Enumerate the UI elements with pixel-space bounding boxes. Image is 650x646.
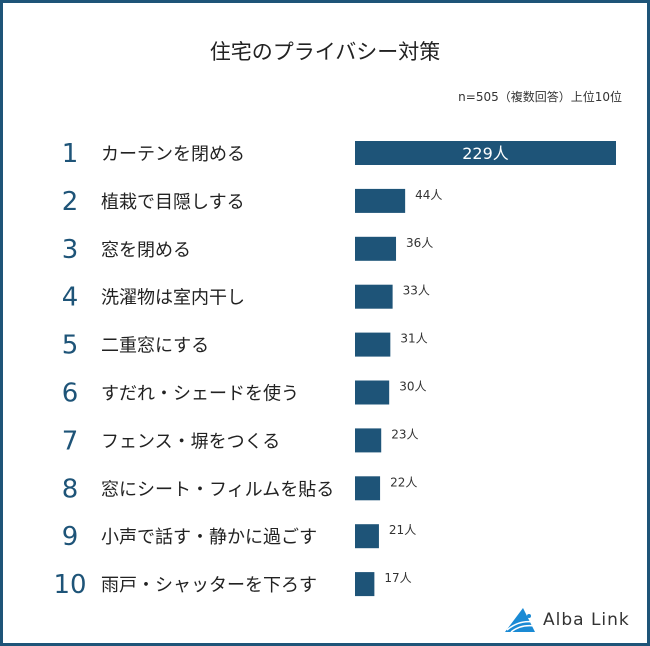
category-label: 洗濯物は室内干し	[101, 288, 245, 309]
value-label: 30人	[399, 380, 426, 394]
value-label: 31人	[400, 332, 427, 346]
rank-label: 2	[62, 187, 79, 217]
category-label: カーテンを閉める	[101, 144, 245, 165]
bar	[355, 428, 382, 453]
value-label: 229人	[462, 144, 509, 163]
rank-label: 3	[62, 235, 79, 265]
category-label: 雨戸・シャッターを下ろす	[101, 575, 317, 596]
value-label: 33人	[403, 284, 430, 298]
chart-title: 住宅のプライバシー対策	[209, 40, 441, 64]
category-label: 小声で話す・静かに過ごす	[101, 527, 317, 548]
value-label: 36人	[406, 236, 433, 250]
logo-text: Alba Link	[543, 610, 630, 630]
rank-label: 9	[62, 522, 79, 552]
value-label: 21人	[389, 523, 416, 537]
category-label: 窓にシート・フィルムを貼る	[101, 479, 334, 500]
rank-label: 8	[62, 474, 79, 504]
category-label: 植栽で目隠しする	[101, 192, 245, 213]
rank-label: 1	[62, 139, 79, 169]
alba-link-logo: Alba Link	[503, 606, 630, 634]
bar	[355, 284, 393, 309]
rank-label: 4	[62, 283, 79, 313]
bar	[355, 188, 406, 213]
category-label: すだれ・シェードを使う	[101, 384, 299, 405]
value-label: 17人	[384, 571, 411, 585]
value-label: 23人	[391, 427, 418, 441]
bar	[355, 141, 616, 165]
category-label: 二重窓にする	[101, 336, 209, 357]
category-label: 窓を閉める	[101, 240, 191, 261]
rank-label: 5	[62, 331, 79, 361]
bar	[355, 476, 381, 501]
value-label: 44人	[415, 188, 442, 202]
logo-mountain-icon	[505, 608, 536, 633]
category-label: フェンス・塀をつくる	[101, 431, 280, 452]
bar	[355, 572, 375, 597]
rank-label: 7	[62, 426, 79, 456]
rank-label: 10	[53, 570, 86, 600]
rank-label: 6	[62, 379, 79, 409]
value-label: 22人	[390, 475, 417, 489]
bar	[355, 236, 397, 261]
sample-note: n=505（複数回答）上位10位	[458, 90, 622, 104]
bar	[355, 380, 390, 405]
bar	[355, 332, 391, 357]
bar	[355, 524, 379, 549]
